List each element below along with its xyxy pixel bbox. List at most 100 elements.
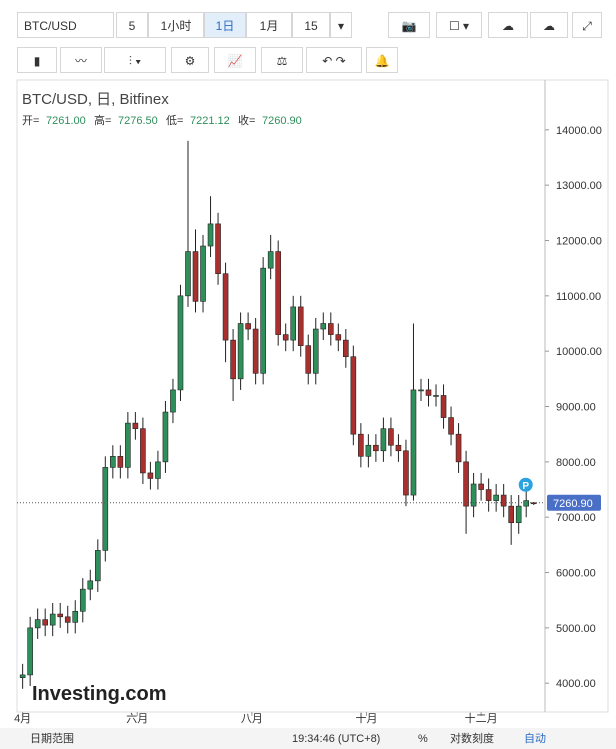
candle-body: [42, 619, 48, 626]
candle-body: [320, 323, 327, 330]
candle-body: [312, 328, 319, 374]
candle-body: [237, 323, 244, 380]
x-tick-label: 4月: [14, 713, 31, 725]
candle-body: [87, 580, 94, 590]
footer-time: 19:34:46 (UTC+8): [292, 733, 380, 745]
cloud-down-button[interactable]: ☁: [488, 12, 528, 38]
interval-button[interactable]: 1小时: [148, 12, 204, 38]
line-button[interactable]: 〰: [60, 47, 102, 73]
interval-button[interactable]: 15: [292, 12, 330, 38]
candle-body: [343, 339, 349, 358]
candle-body: [297, 306, 304, 346]
candle-body: [380, 428, 387, 452]
candle-body: [290, 306, 297, 341]
candle-body: [245, 323, 251, 330]
candle-type-button[interactable]: ▮: [17, 47, 57, 73]
candle-body: [230, 339, 236, 380]
interval-button[interactable]: 1日: [204, 12, 246, 38]
candle-body: [200, 245, 206, 302]
candle-body: [132, 422, 139, 429]
ohlc-label: 开=: [22, 115, 39, 127]
candle-body: [433, 395, 439, 397]
ohlc-value: 7261.00: [46, 115, 86, 127]
candle-body: [388, 428, 394, 446]
x-tick-label: 十月: [355, 711, 377, 725]
fullscreen-button[interactable]: ⤢: [572, 12, 602, 38]
candle-body: [485, 489, 492, 501]
candle-body: [275, 251, 281, 335]
candle-body: [72, 610, 79, 623]
undo-redo-button[interactable]: ↶ ↷: [306, 47, 362, 73]
chart-frame: [16, 79, 609, 713]
candle-body: [162, 411, 169, 463]
candle-body: [418, 389, 424, 392]
candle-body: [523, 500, 530, 507]
chart-title: BTC/USD, 日, Bitfinex: [22, 91, 169, 108]
candle-body: [327, 323, 334, 335]
interval-button[interactable]: 5: [116, 12, 148, 38]
y-tick-label: 6000.00: [556, 568, 596, 580]
candle-body: [425, 389, 432, 396]
candle-body: [515, 505, 522, 524]
x-tick-label: 六月: [126, 712, 148, 725]
footer-log-scale: 对数刻度: [450, 731, 494, 745]
candle-body: [125, 422, 131, 468]
event-marker: [518, 477, 533, 492]
watermark: Investing.com: [32, 683, 166, 705]
color-button[interactable]: ☐ ▾: [436, 12, 482, 38]
footer-date-range: 日期范围: [30, 731, 74, 745]
last-price-box: [547, 494, 601, 511]
candle-body: [373, 444, 379, 452]
symbol-input[interactable]: BTC/USD: [17, 12, 114, 38]
candle-body: [57, 613, 64, 618]
alert-button[interactable]: 🔔: [366, 47, 398, 73]
candle-body: [19, 674, 26, 678]
candle-body: [260, 267, 266, 374]
cloud-up-button[interactable]: ☁: [530, 12, 568, 38]
candle-body: [27, 627, 33, 676]
footer-bar: [0, 728, 616, 749]
candle-body: [155, 461, 161, 479]
y-tick-label: 12000.00: [556, 235, 602, 247]
candle-body: [34, 619, 41, 629]
interval-button[interactable]: 1月: [246, 12, 292, 38]
candle-body: [110, 456, 116, 468]
indicators-button[interactable]: 📈: [214, 47, 256, 73]
candle-body: [147, 472, 154, 479]
last-price-label: 7260.90: [553, 498, 593, 510]
ohlc-value: 7221.12: [190, 115, 230, 127]
candle-body: [508, 505, 514, 524]
candle-body: [94, 550, 101, 582]
event-marker-label: P: [522, 481, 529, 492]
candle-body: [335, 334, 342, 341]
candle-body: [222, 273, 229, 341]
camera-button[interactable]: 📷: [388, 12, 430, 38]
candle-body: [267, 251, 274, 269]
candle-body: [215, 223, 221, 274]
candle-body: [455, 433, 462, 463]
compare-button[interactable]: ⚖: [261, 47, 303, 73]
candle-body: [530, 502, 537, 505]
ohlc-value: 7260.90: [262, 115, 302, 127]
y-tick-label: 13000.00: [556, 180, 602, 192]
candle-body: [170, 389, 176, 413]
candle-body: [305, 345, 312, 374]
candle-body: [470, 483, 477, 507]
ohlc-label: 高=: [94, 113, 111, 127]
candle-body: [207, 223, 214, 247]
candle-body: [448, 417, 454, 435]
candle-body: [410, 389, 417, 496]
settings-button[interactable]: ⚙: [171, 47, 209, 73]
candle-body: [440, 395, 447, 418]
candle-body: [79, 588, 86, 612]
y-tick-label: 4000.00: [556, 678, 596, 690]
y-tick-label: 11000.00: [556, 291, 601, 303]
candle-body: [500, 494, 507, 507]
bars-button[interactable]: ⫶ ▾: [104, 47, 166, 73]
candle-body: [395, 444, 402, 452]
candle-body: [403, 450, 409, 496]
dropdown-button[interactable]: ▾: [330, 12, 352, 38]
x-tick-label: 八月: [241, 713, 263, 725]
candle-body: [358, 433, 364, 457]
y-tick-label: 8000.00: [556, 457, 596, 469]
